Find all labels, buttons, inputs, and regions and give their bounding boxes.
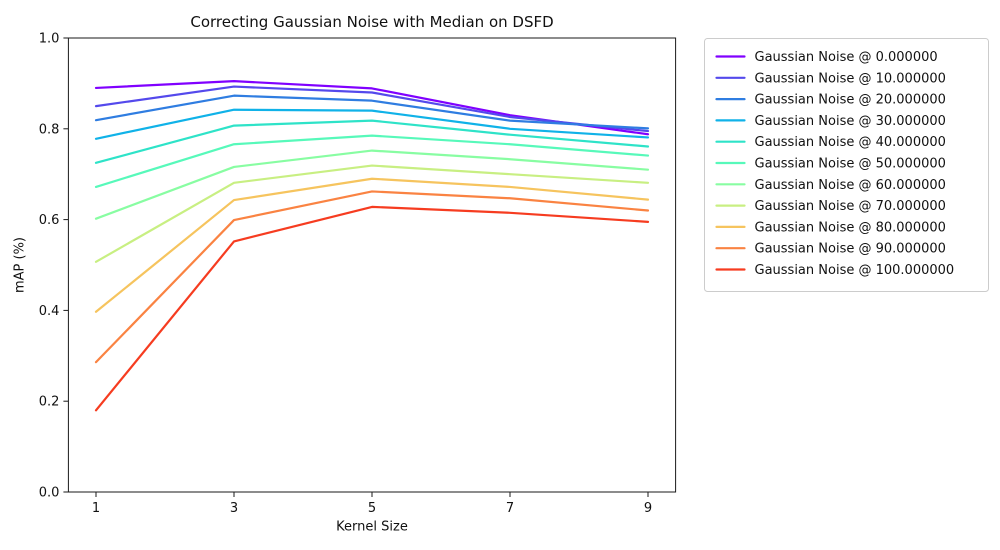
y-tick-label: 0.4 <box>39 304 60 319</box>
series-line-gaussian-noise-70-000000 <box>94 164 650 263</box>
y-tick-label: 0.8 <box>39 122 60 137</box>
legend-label: Gaussian Noise @ 80.000000 <box>755 220 946 235</box>
series-line-gaussian-noise-50-000000 <box>94 134 650 189</box>
x-axis-label: Kernel Size <box>336 519 408 535</box>
legend-label: Gaussian Noise @ 30.000000 <box>755 114 946 129</box>
x-tick-label: 9 <box>644 501 652 516</box>
series-line-gaussian-noise-100-000000 <box>94 205 650 412</box>
y-axis-label: mAP (%) <box>12 236 28 294</box>
x-tick-label: 5 <box>368 501 376 516</box>
legend-label: Gaussian Noise @ 60.000000 <box>755 178 946 193</box>
x-tick-label: 3 <box>230 501 238 516</box>
x-tick-label: 7 <box>506 501 514 516</box>
series-line-gaussian-noise-20-000000 <box>94 94 650 130</box>
series-line-gaussian-noise-80-000000 <box>94 177 650 313</box>
legend-label: Gaussian Noise @ 70.000000 <box>755 199 946 214</box>
legend-label: Gaussian Noise @ 20.000000 <box>755 93 946 108</box>
y-tick-label: 0.2 <box>39 395 60 410</box>
legend-label: Gaussian Noise @ 50.000000 <box>755 157 946 172</box>
legend-label: Gaussian Noise @ 10.000000 <box>755 71 946 86</box>
y-tick-label: 1.0 <box>39 32 60 47</box>
x-tick-label: 1 <box>92 501 100 516</box>
legend-label: Gaussian Noise @ 90.000000 <box>755 242 946 257</box>
legend-label: Gaussian Noise @ 100.000000 <box>755 263 955 278</box>
series-line-gaussian-noise-90-000000 <box>94 190 650 364</box>
series-line-gaussian-noise-0-000000 <box>94 80 650 136</box>
series-line-gaussian-noise-60-000000 <box>94 149 650 220</box>
legend-label: Gaussian Noise @ 0.000000 <box>755 50 938 65</box>
series-line-gaussian-noise-30-000000 <box>94 108 650 140</box>
series-line-gaussian-noise-10-000000 <box>94 85 650 133</box>
y-tick-label: 0.0 <box>39 486 60 501</box>
legend-label: Gaussian Noise @ 40.000000 <box>755 135 946 150</box>
series-line-gaussian-noise-40-000000 <box>94 119 650 164</box>
chart-title: Correcting Gaussian Noise with Median on… <box>190 13 554 31</box>
legend-box <box>704 38 989 292</box>
y-tick-label: 0.6 <box>39 213 60 228</box>
axes-spines <box>67 37 677 493</box>
